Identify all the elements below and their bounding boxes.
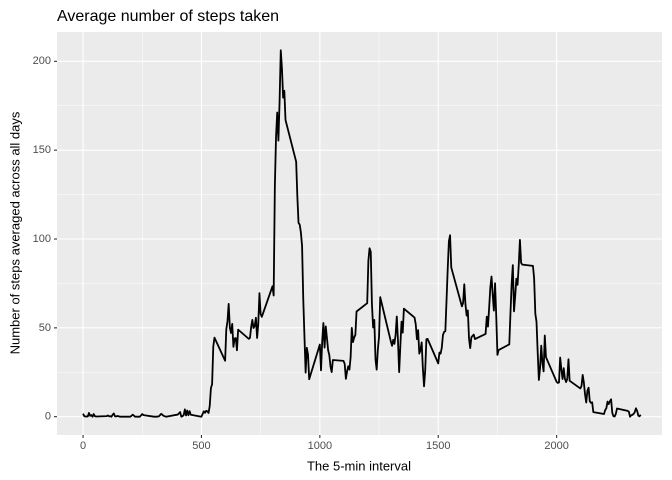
x-tick-label: 2000 [544, 440, 568, 452]
x-tick-label: 500 [192, 440, 210, 452]
x-tick-label: 1500 [426, 440, 450, 452]
y-tick-label: 200 [33, 55, 51, 67]
x-tick-label: 1000 [308, 440, 332, 452]
y-tick-label: 50 [39, 322, 51, 334]
y-axis-title: Number of steps averaged across all days [7, 111, 22, 354]
panel [57, 32, 662, 435]
x-tick-label: 0 [80, 440, 86, 452]
data-line [82, 49, 642, 418]
y-tick-label: 100 [33, 233, 51, 245]
chart-title: Average number of steps taken [57, 8, 279, 25]
y-tick-label: 150 [33, 144, 51, 156]
grid [57, 32, 662, 435]
x-axis-title: The 5-min interval [307, 458, 411, 473]
y-tick-label: 0 [45, 411, 51, 423]
